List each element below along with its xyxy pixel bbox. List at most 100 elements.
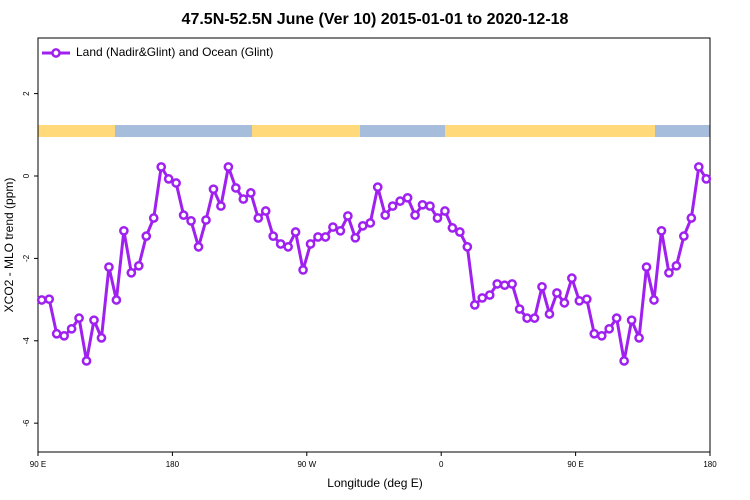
point — [619, 356, 629, 366]
point — [574, 295, 585, 306]
point — [89, 315, 99, 326]
point — [693, 162, 704, 172]
point — [96, 333, 107, 343]
point — [51, 328, 62, 339]
point — [395, 196, 405, 206]
point — [552, 288, 562, 298]
point — [514, 304, 525, 314]
point — [104, 262, 114, 272]
point — [410, 210, 420, 220]
point — [559, 298, 570, 308]
point — [208, 184, 219, 195]
x-tick-label: 180 — [703, 460, 717, 469]
point — [283, 242, 293, 252]
point — [544, 309, 555, 319]
x-tick-label: 180 — [166, 460, 180, 469]
point — [641, 262, 652, 272]
y-tick-label: -6 — [22, 419, 31, 427]
point — [320, 232, 331, 242]
point — [268, 231, 279, 241]
land-ocean-strip — [38, 125, 710, 137]
point — [701, 174, 712, 184]
point — [679, 231, 689, 241]
legend-marker — [51, 48, 61, 58]
point — [402, 192, 413, 203]
point — [380, 210, 391, 220]
point — [163, 174, 174, 184]
point — [245, 188, 256, 198]
point — [447, 223, 458, 233]
point — [507, 279, 517, 289]
point — [216, 201, 226, 211]
point — [74, 313, 84, 323]
point — [484, 290, 495, 300]
point — [133, 260, 144, 271]
point — [193, 242, 204, 252]
point — [171, 178, 181, 188]
y-tick-label: 2 — [22, 91, 31, 96]
y-tick-label: 0 — [22, 173, 31, 178]
point — [126, 267, 137, 278]
point — [611, 313, 622, 323]
point — [581, 294, 592, 305]
point — [253, 213, 264, 223]
chart-title: 47.5N-52.5N June (Ver 10) 2015-01-01 to … — [182, 11, 569, 28]
point — [313, 232, 323, 242]
point — [357, 220, 368, 231]
point — [186, 216, 196, 226]
point — [567, 273, 577, 284]
point — [305, 239, 316, 249]
point — [656, 225, 667, 236]
point — [537, 281, 547, 292]
point — [425, 201, 435, 211]
point — [462, 242, 473, 252]
point — [119, 225, 129, 236]
point — [477, 293, 488, 303]
point — [417, 199, 428, 210]
x-axis-label: Longitude (deg E) — [327, 476, 422, 490]
point — [238, 194, 249, 204]
point — [148, 213, 159, 223]
point — [156, 162, 167, 172]
y-tick-label: -4 — [22, 337, 31, 345]
point — [469, 300, 480, 310]
point — [201, 215, 211, 225]
point — [664, 267, 674, 278]
point — [81, 356, 92, 366]
point — [671, 260, 682, 271]
point — [365, 218, 376, 228]
point — [178, 210, 189, 220]
point — [455, 227, 465, 237]
point — [529, 313, 540, 323]
point — [649, 295, 659, 305]
point — [111, 295, 122, 305]
point — [440, 206, 450, 216]
legend-label: Land (Nadir&Glint) and Ocean (Glint) — [76, 45, 273, 59]
point — [499, 280, 510, 291]
point — [44, 294, 55, 305]
point — [275, 239, 286, 249]
point — [626, 315, 637, 326]
point — [328, 222, 338, 232]
point — [223, 162, 234, 172]
y-axis-label: XCO2 - MLO trend (ppm) — [2, 178, 16, 313]
point — [350, 232, 361, 243]
point — [589, 328, 600, 339]
y-tick-label: -2 — [22, 254, 31, 262]
point — [432, 213, 443, 223]
point — [522, 313, 532, 323]
point — [335, 225, 346, 236]
point — [141, 231, 152, 241]
plot-frame — [37, 37, 711, 453]
x-tick-label: 90 E — [567, 460, 583, 469]
point — [298, 265, 308, 275]
point — [59, 330, 69, 341]
point — [36, 295, 47, 305]
point — [372, 182, 383, 192]
point — [634, 333, 644, 343]
point — [686, 213, 697, 223]
point — [66, 323, 77, 334]
point — [604, 323, 615, 334]
point — [260, 206, 271, 216]
